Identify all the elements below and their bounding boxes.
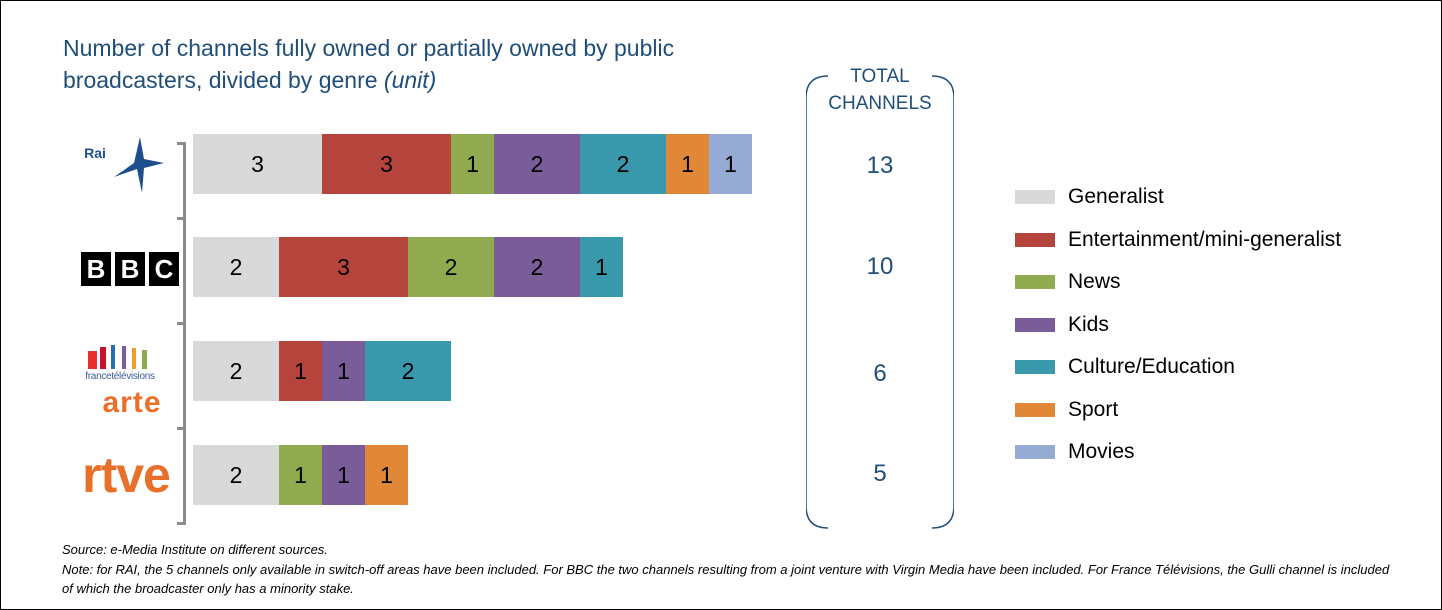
rai-logo: Rai [70, 135, 180, 195]
legend-item: Entertainment/mini-generalist [1015, 225, 1341, 255]
bar-segment: 1 [580, 237, 623, 297]
bar-segment: 2 [193, 445, 279, 505]
bar-segment: 2 [494, 237, 580, 297]
legend-item: Sport [1015, 395, 1118, 425]
france-televisions-text: francetélévisions [85, 370, 155, 382]
bar-segment: 1 [322, 341, 365, 401]
axis-tick [177, 427, 186, 430]
legend-label: Kids [1068, 312, 1109, 336]
bbc-block-2: B [115, 252, 145, 286]
bar-segment: 3 [322, 134, 451, 194]
bar-segment: 1 [451, 134, 494, 194]
legend-label: Generalist [1068, 185, 1164, 208]
total-value: 10 [866, 253, 894, 280]
bbc-letter: B [120, 253, 140, 284]
rtve-logo: rtve [70, 446, 182, 504]
bbc-block-3: C [149, 252, 179, 286]
legend-label: Entertainment/mini-generalist [1068, 227, 1342, 251]
bar-segment: 1 [279, 341, 322, 401]
bbc-letter: B [86, 253, 106, 284]
bar-segment: 1 [322, 445, 365, 505]
chart-title-main: Number of channels fully owned or partia… [63, 35, 675, 93]
bar-segment: 1 [365, 445, 408, 505]
legend-label: News [1068, 270, 1121, 293]
chart-title: Number of channels fully owned or partia… [63, 32, 783, 96]
bbc-block-1: B [81, 252, 111, 286]
totals-bracket [806, 75, 954, 529]
bbc-letter: C [154, 253, 174, 284]
total-value: 5 [873, 460, 887, 487]
total-value: 13 [866, 152, 894, 179]
legend-label: Sport [1068, 397, 1119, 421]
total-value: 6 [873, 360, 887, 387]
axis-tick [177, 322, 186, 325]
rai-star-icon [113, 137, 164, 193]
legend-label: Movies [1068, 440, 1135, 463]
bar-segment: 1 [279, 445, 322, 505]
bar-segment: 2 [193, 237, 279, 297]
france-televisions-bars-icon [88, 344, 147, 369]
arte-logo: arte [90, 386, 174, 419]
legend-swatch [1015, 317, 1055, 332]
totals-header-line2: CHANNELS [828, 93, 932, 114]
bar-segment: 1 [709, 134, 752, 194]
legend-item: Generalist [1015, 182, 1164, 212]
axis-tick [177, 142, 186, 145]
axis-tick [177, 217, 186, 220]
footnote: Note: for RAI, the 5 channels only avail… [62, 562, 1390, 596]
bbc-logo: B B C [78, 250, 182, 288]
rtve-text: rtve [82, 447, 171, 503]
legend-swatch [1015, 275, 1055, 289]
legend-item: Kids [1015, 310, 1109, 340]
legend-swatch [1015, 402, 1055, 417]
chart-title-unit: (unit) [383, 67, 437, 93]
legend-item: Movies [1015, 437, 1135, 467]
legend-swatch [1015, 445, 1055, 459]
rai-logo-text: Rai [84, 145, 106, 161]
bar-segment: 2 [365, 341, 451, 401]
bar-segment: 3 [279, 237, 408, 297]
legend-item: News [1015, 267, 1121, 297]
bar-segment: 2 [408, 237, 494, 297]
totals-header-line1: TOTAL [846, 63, 914, 90]
bar-segment: 3 [193, 134, 322, 194]
arte-text: arte [102, 386, 162, 419]
france-televisions-logo: francetélévisions [60, 336, 180, 388]
totals-header: TOTAL CHANNELS [806, 63, 954, 117]
source-note: Source: e-Media Institute on different s… [62, 542, 328, 557]
bar-segment: 2 [193, 341, 279, 401]
bar-segment: 1 [666, 134, 709, 194]
category-axis [183, 142, 186, 525]
legend-item: Culture/Education [1015, 352, 1235, 382]
bar-segment: 2 [580, 134, 666, 194]
legend-swatch [1015, 190, 1055, 204]
legend-swatch [1015, 360, 1055, 374]
legend-label: Culture/Education [1068, 355, 1235, 378]
legend-swatch [1015, 232, 1055, 247]
axis-tick [177, 522, 186, 525]
bar-segment: 2 [494, 134, 580, 194]
